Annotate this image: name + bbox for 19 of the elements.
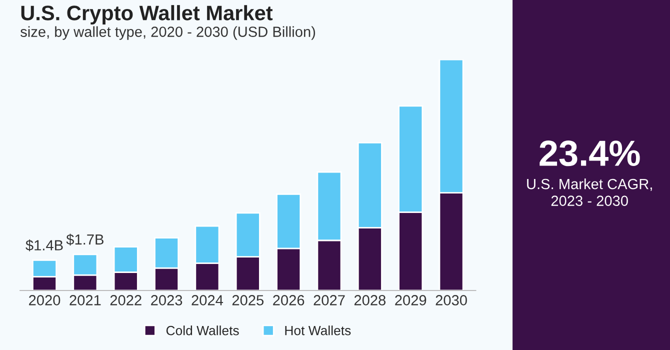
chart-subtitle: size, by wallet type, 2020 - 2030 (USD Billion): [20, 26, 316, 40]
legend-label: Cold Wallets: [166, 326, 239, 336]
legend-label: Hot Wallets: [285, 326, 351, 336]
x-tick-label: 2021: [70, 295, 101, 306]
x-tick-label: 2024: [192, 295, 224, 306]
x-tick-label: 2029: [395, 295, 426, 306]
x-tick-label: 2027: [314, 295, 345, 306]
x-tick-label: 2023: [151, 295, 182, 306]
annotation: $1.7B: [66, 234, 104, 246]
chart-title: U.S. Crypto Wallet Market: [21, 5, 273, 24]
text: U.S. Market CAGR, 2023 - 2030: [527, 178, 652, 206]
x-tick-label: 2020: [29, 295, 60, 306]
annotation: $1.4B: [26, 239, 63, 252]
x-tick-label: 2025: [232, 295, 264, 306]
x-tick-label: 2022: [110, 295, 142, 306]
text: 23.4%: [540, 140, 640, 166]
x-tick-label: 2028: [354, 295, 386, 306]
x-tick-label: 2026: [273, 295, 304, 306]
x-tick-label: 2030: [436, 295, 467, 306]
